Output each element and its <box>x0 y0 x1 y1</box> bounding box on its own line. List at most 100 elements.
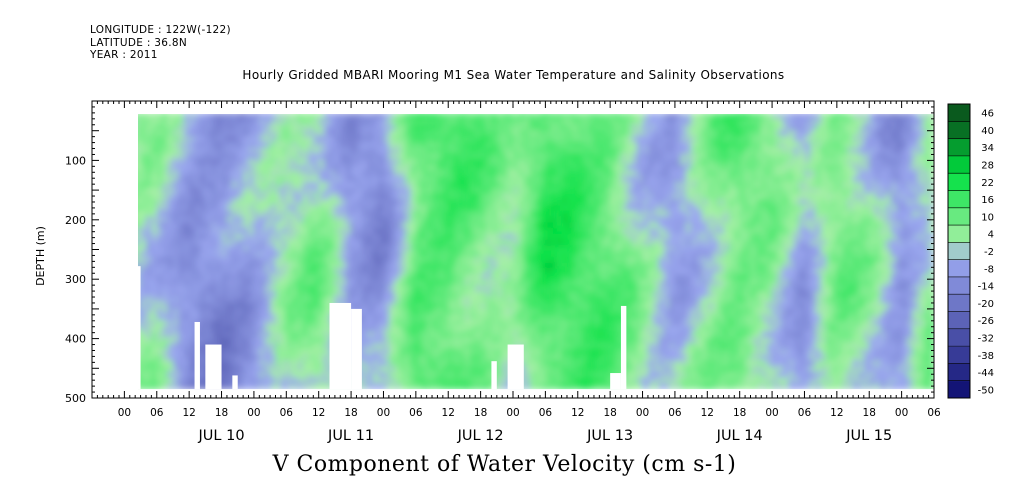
heatmap-cell <box>464 130 471 137</box>
heatmap-cell <box>539 354 546 361</box>
heatmap-cell <box>480 337 487 344</box>
heatmap-cell <box>680 308 687 315</box>
heatmap-cell <box>421 187 428 195</box>
heatmap-cell <box>194 227 201 235</box>
heatmap-cell <box>345 147 352 154</box>
heatmap-cell <box>361 297 368 304</box>
heatmap-cell <box>367 262 374 269</box>
heatmap-cell <box>448 325 455 333</box>
heatmap-cell <box>399 227 406 235</box>
heatmap-cell <box>156 320 163 327</box>
heatmap-cell <box>178 118 185 125</box>
heatmap-cell <box>437 227 444 235</box>
heatmap-cell <box>199 291 206 298</box>
heatmap-cell <box>351 153 358 160</box>
heatmap-cell <box>275 222 282 229</box>
heatmap-cell <box>351 279 358 287</box>
heatmap-cell <box>297 199 304 206</box>
heatmap-cell <box>189 245 196 252</box>
heatmap-cell <box>523 193 530 200</box>
heatmap-cell <box>421 308 428 315</box>
heatmap-cell <box>496 176 503 183</box>
heatmap-cell <box>140 354 147 361</box>
heatmap-cell <box>248 199 255 206</box>
heatmap-cell <box>647 320 654 327</box>
heatmap-cell <box>405 285 412 292</box>
heatmap-cell <box>459 262 466 269</box>
heatmap-cell <box>539 348 546 356</box>
heatmap-cell <box>318 366 325 373</box>
heatmap-cell <box>475 141 482 148</box>
heatmap-cell <box>329 118 336 125</box>
heatmap-cell <box>318 193 325 200</box>
heatmap-cell <box>577 366 584 373</box>
heatmap-cell <box>259 210 266 218</box>
heatmap-cell <box>432 297 439 304</box>
heatmap-cell <box>513 170 519 177</box>
heatmap-cell <box>178 268 185 275</box>
heatmap-cell <box>664 147 671 154</box>
heatmap-cell <box>642 314 649 321</box>
heatmap-cell <box>437 348 444 356</box>
heatmap-cell <box>253 239 260 246</box>
heatmap-cell <box>130 199 136 205</box>
heatmap-cell <box>264 337 271 344</box>
heatmap-cell <box>178 308 185 315</box>
heatmap-cell <box>486 325 493 333</box>
heatmap-cell <box>259 204 266 212</box>
heatmap-cell <box>243 366 250 373</box>
heatmap-cell <box>486 124 493 131</box>
heatmap-cell <box>432 222 439 229</box>
heatmap-cell <box>610 147 617 154</box>
heatmap-cell <box>248 250 255 258</box>
heatmap-cell <box>297 233 304 241</box>
heatmap-cell <box>378 245 385 252</box>
heatmap-cell <box>189 320 196 327</box>
heatmap-cell <box>518 256 525 264</box>
heatmap-cell <box>270 297 277 304</box>
heatmap-cell <box>199 366 206 373</box>
heatmap-cell <box>329 256 336 264</box>
heatmap-cell <box>669 216 676 223</box>
heatmap-cell <box>270 354 277 361</box>
heatmap-cell <box>432 279 439 287</box>
heatmap-cell <box>539 268 546 275</box>
heatmap-cell <box>264 377 271 384</box>
heatmap-cell <box>270 371 277 379</box>
heatmap-cell <box>507 114 514 120</box>
heatmap-cell <box>642 227 649 235</box>
heatmap-cell <box>216 222 223 229</box>
heatmap-cell <box>334 262 341 269</box>
heatmap-cell <box>469 343 476 350</box>
heatmap-cell <box>329 199 336 206</box>
heatmap-cell <box>432 141 439 148</box>
heatmap-cell <box>318 274 325 281</box>
heatmap-cell <box>162 147 169 154</box>
heatmap-cell <box>259 130 266 137</box>
heatmap-cell <box>529 371 536 379</box>
heatmap-cell <box>480 141 487 148</box>
heatmap-cell <box>615 268 622 275</box>
heatmap-cell <box>405 135 412 143</box>
heatmap-cell <box>329 193 336 200</box>
heatmap-cell <box>448 371 455 379</box>
heatmap-cell <box>642 268 649 275</box>
heatmap-cell <box>593 170 600 177</box>
heatmap-cell <box>556 124 563 131</box>
heatmap-cell <box>226 268 233 275</box>
heatmap-cell <box>674 371 681 379</box>
heatmap-cell <box>610 176 617 183</box>
heatmap-cell <box>140 187 147 195</box>
heatmap-cell <box>280 187 287 195</box>
heatmap-cell <box>496 268 503 275</box>
heatmap-cell <box>313 325 320 333</box>
heatmap-cell <box>599 147 606 154</box>
heatmap-cell <box>226 193 233 200</box>
heatmap-cell <box>486 164 493 172</box>
heatmap-cell <box>475 147 482 154</box>
heatmap-cell <box>302 383 309 390</box>
heatmap-cell <box>583 256 590 264</box>
heatmap-cell <box>124 349 130 355</box>
heatmap-cell <box>156 199 163 206</box>
